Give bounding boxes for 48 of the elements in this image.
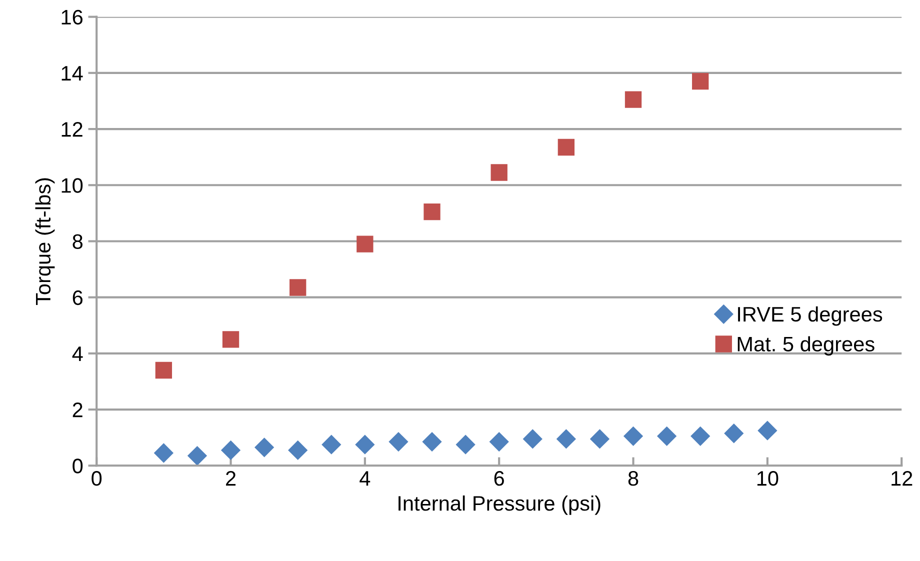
point bbox=[422, 432, 442, 452]
point bbox=[523, 429, 542, 449]
point bbox=[222, 331, 240, 348]
x-tick-label: 10 bbox=[757, 471, 778, 486]
point bbox=[221, 440, 240, 460]
point bbox=[624, 91, 642, 108]
y-tick-label: 8 bbox=[72, 234, 82, 249]
point bbox=[690, 426, 710, 446]
point bbox=[355, 435, 374, 454]
point bbox=[322, 435, 341, 454]
point bbox=[624, 426, 643, 446]
point bbox=[692, 73, 709, 90]
y-tick-label: 14 bbox=[62, 66, 83, 80]
y-axis-title: Torque (ft-lbs) bbox=[35, 178, 55, 306]
point bbox=[758, 421, 777, 440]
legend-label: Mat. 5 degrees bbox=[738, 336, 874, 356]
point bbox=[388, 432, 408, 452]
point bbox=[188, 446, 207, 466]
point bbox=[456, 435, 476, 454]
x-tick-label: 4 bbox=[360, 471, 370, 486]
legend-label: IRVE 5 degrees bbox=[738, 306, 882, 326]
y-tick-label: 0 bbox=[72, 458, 83, 474]
point bbox=[356, 236, 374, 252]
point bbox=[590, 429, 610, 449]
point bbox=[724, 424, 744, 443]
x-tick-label: 2 bbox=[226, 471, 236, 486]
y-tick-label: 2 bbox=[72, 402, 82, 418]
point bbox=[254, 438, 274, 457]
point bbox=[424, 203, 440, 220]
y-tick-label: 4 bbox=[72, 346, 83, 361]
x-tick-label: 0 bbox=[92, 471, 102, 486]
y-tick-label: 10 bbox=[62, 178, 83, 193]
point bbox=[154, 443, 174, 463]
point bbox=[556, 429, 576, 449]
y-tick-label: 6 bbox=[72, 290, 82, 306]
y-tick-label: 16 bbox=[62, 10, 82, 25]
point bbox=[657, 426, 676, 446]
point bbox=[558, 138, 575, 156]
point bbox=[490, 432, 509, 452]
point bbox=[490, 164, 508, 181]
x-tick-label: 6 bbox=[494, 471, 504, 486]
point bbox=[155, 362, 172, 379]
y-tick-label: 12 bbox=[62, 122, 82, 137]
x-tick-label: 8 bbox=[628, 471, 638, 486]
x-axis-title: Internal Pressure (psi) bbox=[398, 495, 600, 515]
point bbox=[290, 279, 306, 296]
x-tick-label: 12 bbox=[892, 471, 912, 486]
point bbox=[288, 440, 308, 460]
